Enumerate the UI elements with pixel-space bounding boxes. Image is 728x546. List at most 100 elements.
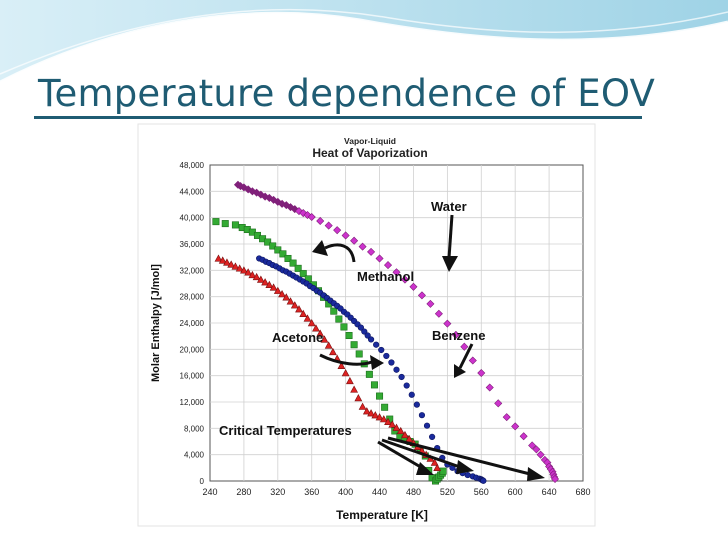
- y-tick-label: 40,000: [180, 214, 205, 223]
- water-point: [316, 216, 325, 225]
- methanol-point: [299, 270, 307, 278]
- water-point: [383, 261, 393, 270]
- benzene-arrow-head: [454, 364, 466, 378]
- acetone-point: [218, 256, 227, 264]
- x-tick-label: 280: [236, 487, 251, 497]
- acetone-point: [248, 270, 257, 279]
- acetone-point: [265, 280, 274, 289]
- annotation-benzene: Benzene: [432, 328, 485, 343]
- water-point: [485, 383, 494, 392]
- methanol-point: [289, 259, 297, 267]
- methanol-point: [365, 370, 373, 378]
- acetone-point: [405, 434, 414, 443]
- series-water: [233, 180, 560, 484]
- x-tick-label: 480: [406, 487, 421, 497]
- annotation-critical-temperatures: Critical Temperatures: [219, 423, 352, 438]
- ct-arrow-water-head: [527, 467, 545, 481]
- acetone-point: [375, 413, 384, 421]
- acetone-point: [433, 463, 442, 472]
- acetone-point: [367, 409, 375, 417]
- water-point: [265, 193, 274, 202]
- water-point: [502, 413, 511, 422]
- methanol-arrow: [324, 243, 356, 263]
- water-arrow-head: [442, 256, 458, 272]
- benzene-point: [373, 341, 380, 348]
- acetone-point: [273, 286, 282, 294]
- x-axis-label: Temperature [K]: [336, 508, 428, 522]
- methanol-point: [269, 242, 277, 250]
- water-point: [451, 330, 460, 339]
- benzene-point: [403, 382, 410, 389]
- water-point: [551, 475, 560, 484]
- benzene-point: [361, 328, 368, 335]
- methanol-point: [439, 467, 447, 475]
- water-point: [341, 231, 350, 240]
- y-tick-label: 0: [200, 477, 205, 486]
- annotation-water: Water: [431, 199, 467, 214]
- x-tick-label: 240: [202, 487, 217, 497]
- water-point: [519, 432, 528, 441]
- water-point: [307, 212, 316, 222]
- acetone-point: [362, 407, 371, 415]
- benzene-point: [388, 359, 395, 366]
- water-point: [477, 369, 486, 378]
- benzene-point: [367, 336, 375, 343]
- water-point: [375, 254, 384, 263]
- annotation-acetone: Acetone: [272, 330, 323, 345]
- water-point: [494, 399, 503, 408]
- water-point: [392, 268, 401, 277]
- x-tick-label: 640: [542, 487, 557, 497]
- benzene-point: [464, 471, 471, 479]
- benzene-point: [383, 352, 390, 360]
- water-point: [324, 221, 333, 230]
- x-tick-label: 600: [508, 487, 523, 497]
- acetone-point: [231, 262, 240, 270]
- ct-arrow-methanol-head: [416, 462, 434, 475]
- x-tick-label: 520: [440, 487, 455, 497]
- water-point: [511, 422, 520, 431]
- methanol-point: [274, 246, 282, 254]
- y-tick-label: 32,000: [180, 266, 205, 275]
- methanol-arrow-head: [312, 240, 328, 256]
- methanol-point: [330, 307, 338, 315]
- y-tick-label: 8,000: [184, 424, 205, 433]
- water-point: [528, 441, 537, 450]
- annotation-arrows: [312, 214, 545, 481]
- acetone-point: [316, 329, 325, 337]
- acetone-point: [214, 254, 223, 262]
- water-point: [409, 282, 418, 291]
- y-axis-label: Molar Enthalpy [J/mol]: [150, 264, 162, 382]
- methanol-point: [231, 221, 239, 229]
- methanol-point: [345, 332, 353, 340]
- methanol-point: [340, 323, 348, 331]
- y-tick-label: 24,000: [180, 319, 205, 328]
- methanol-point: [284, 254, 292, 262]
- annotation-methanol: Methanol: [357, 269, 414, 284]
- x-tick-label: 400: [338, 487, 353, 497]
- acetone-point: [329, 347, 337, 356]
- annotations: Water Methanol Benzene Acetone Critical …: [219, 199, 485, 438]
- acetone-point: [320, 335, 329, 343]
- acetone-point: [345, 376, 354, 385]
- acetone-point: [295, 305, 303, 313]
- data-points: [212, 180, 560, 485]
- methanol-point: [376, 392, 384, 400]
- water-point: [460, 342, 469, 351]
- title-underline: [34, 116, 642, 119]
- water-point: [532, 445, 541, 454]
- y-tick-label: 44,000: [180, 187, 205, 196]
- water-point: [286, 203, 295, 212]
- water-point: [434, 309, 443, 318]
- acetone-point: [379, 415, 388, 423]
- acetone-point: [324, 341, 333, 349]
- water-point: [358, 242, 367, 251]
- benzene-point: [418, 412, 426, 419]
- acetone-point: [223, 258, 231, 266]
- y-tick-label: 28,000: [180, 293, 205, 302]
- acetone-point: [299, 309, 308, 317]
- water-point: [536, 450, 545, 459]
- x-tick-label: 560: [474, 487, 489, 497]
- benzene-point: [408, 391, 415, 398]
- methanol-point: [279, 250, 287, 258]
